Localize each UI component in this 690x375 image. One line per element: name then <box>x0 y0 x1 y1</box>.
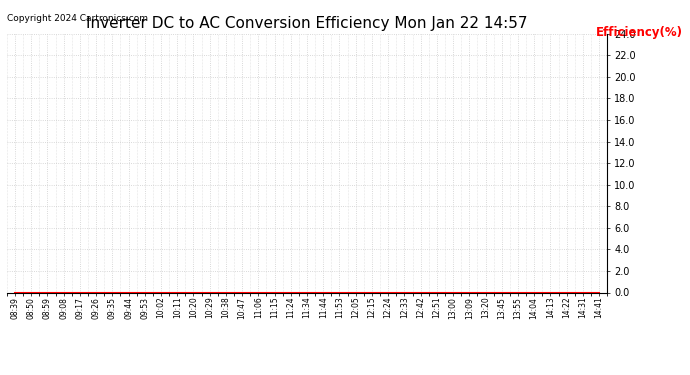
Text: Efficiency(%): Efficiency(%) <box>596 26 683 39</box>
Title: Inverter DC to AC Conversion Efficiency Mon Jan 22 14:57: Inverter DC to AC Conversion Efficiency … <box>86 16 528 31</box>
Text: Copyright 2024 Cartronics.com: Copyright 2024 Cartronics.com <box>7 14 148 23</box>
